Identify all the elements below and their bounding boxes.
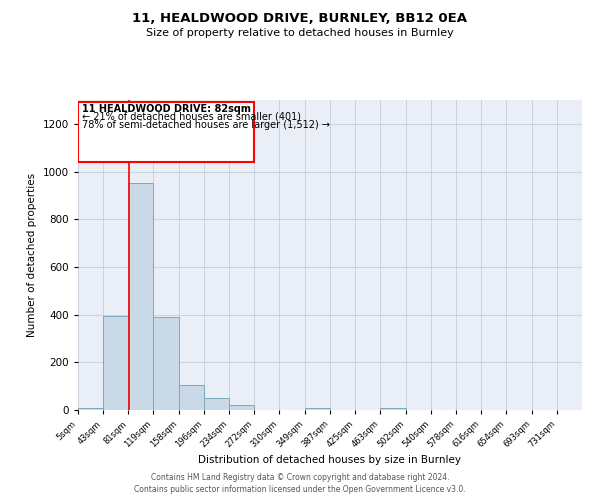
Bar bbox=[78, 408, 103, 410]
Bar bbox=[204, 398, 229, 410]
Y-axis label: Number of detached properties: Number of detached properties bbox=[27, 173, 37, 337]
Text: Size of property relative to detached houses in Burnley: Size of property relative to detached ho… bbox=[146, 28, 454, 38]
Bar bbox=[103, 316, 128, 410]
Text: 78% of semi-detached houses are larger (1,512) →: 78% of semi-detached houses are larger (… bbox=[82, 120, 330, 130]
Bar bbox=[153, 317, 179, 410]
X-axis label: Distribution of detached houses by size in Burnley: Distribution of detached houses by size … bbox=[199, 455, 461, 465]
Text: 11, HEALDWOOD DRIVE, BURNLEY, BB12 0EA: 11, HEALDWOOD DRIVE, BURNLEY, BB12 0EA bbox=[133, 12, 467, 26]
Bar bbox=[229, 405, 254, 410]
Bar bbox=[380, 408, 406, 410]
Bar bbox=[78, 102, 254, 162]
Text: ← 21% of detached houses are smaller (401): ← 21% of detached houses are smaller (40… bbox=[82, 112, 301, 122]
Bar bbox=[128, 184, 153, 410]
Bar bbox=[305, 408, 330, 410]
Text: Contains HM Land Registry data © Crown copyright and database right 2024.: Contains HM Land Registry data © Crown c… bbox=[151, 472, 449, 482]
Text: 11 HEALDWOOD DRIVE: 82sqm: 11 HEALDWOOD DRIVE: 82sqm bbox=[82, 104, 251, 115]
Text: Contains public sector information licensed under the Open Government Licence v3: Contains public sector information licen… bbox=[134, 485, 466, 494]
Bar bbox=[179, 385, 204, 410]
